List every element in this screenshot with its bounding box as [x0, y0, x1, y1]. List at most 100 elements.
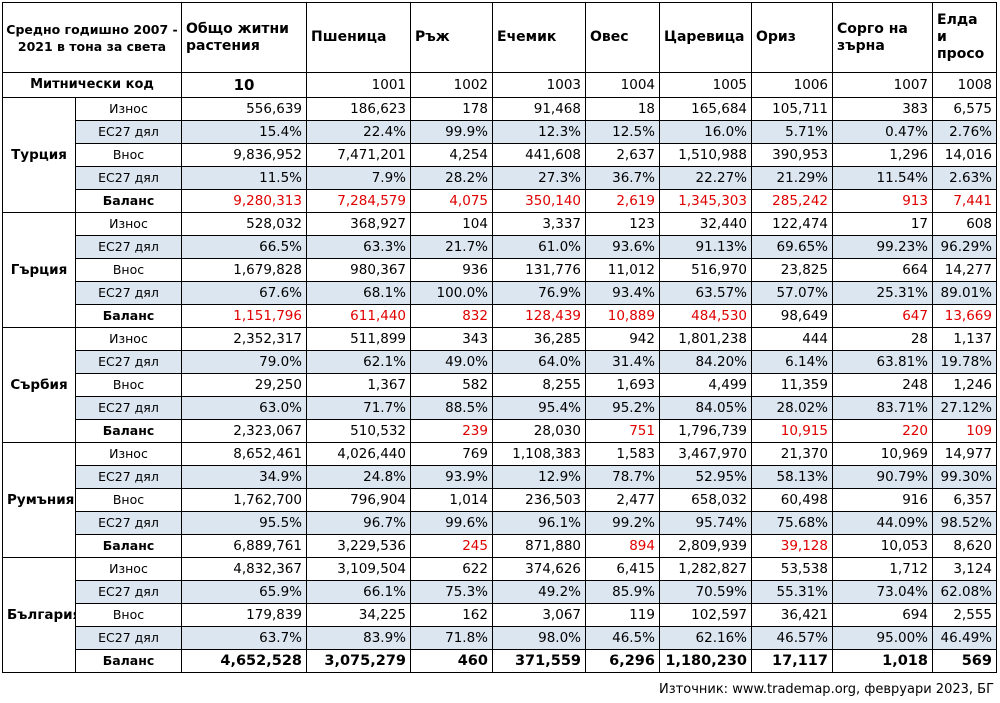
table-cell: 9,280,313: [181, 189, 307, 213]
table-row: Внос 179,839 34,225 162 3,067 119 102,597 36,42…: [3, 603, 997, 627]
table-row: Внос 1,762,700 796,904 1,014 236,503 2,477 658…: [3, 488, 997, 512]
table-cell: 4,254: [410, 143, 493, 167]
table-cell: 4,652,528: [181, 649, 307, 673]
table-row: България Износ 4,832,367 3,109,504 622 374,62…: [2, 557, 997, 673]
table-cell: 556,639: [181, 97, 307, 121]
table-cell: 350,140: [492, 189, 586, 213]
table-cell: 8,652,461: [181, 442, 307, 466]
table-cell: 913: [832, 189, 933, 213]
table-cell: 285,242: [751, 189, 833, 213]
table-cell: 4,499: [659, 373, 752, 397]
table-cell: 3,337: [492, 212, 586, 236]
table-cell: 61.0%: [492, 235, 586, 259]
table-cell: 622: [410, 557, 493, 581]
table-cell: 236,503: [492, 488, 586, 512]
table-cell: 105,711: [751, 97, 833, 121]
row-label: ЕС27 дял: [75, 580, 182, 604]
table-cell: 6,415: [585, 557, 660, 581]
table-cell: 17: [832, 212, 933, 236]
table-row: Внос 1,679,828 980,367 936 131,776 11,012 516,…: [3, 258, 997, 282]
table-cell: 3,075,279: [306, 649, 411, 673]
table-cell: 390,953: [751, 143, 833, 167]
customs-code-label: Митнически код: [2, 72, 182, 98]
row-label: ЕС27 дял: [75, 120, 182, 144]
row-label: Внос: [75, 143, 182, 167]
table-cell: 1,137: [932, 327, 997, 351]
table-row: Баланс 9,280,313 7,284,579 4,075 350,140 2,61…: [3, 189, 997, 213]
table-row: Баланс 1,151,796 611,440 832 128,439 10,889 48…: [3, 304, 997, 328]
table-cell: 76.9%: [492, 281, 586, 305]
table-cell: 15.4%: [181, 120, 307, 144]
table-row: Турция Износ 556,639 186,623 178 91,468 18 165,…: [2, 97, 997, 213]
row-label: Износ: [75, 97, 182, 121]
row-label: Баланс: [75, 649, 182, 673]
table-cell: 11.54%: [832, 166, 933, 190]
table-cell: 1,180,230: [659, 649, 752, 673]
table-cell: 0.47%: [832, 120, 933, 144]
table-cell: 796,904: [306, 488, 411, 512]
table-cell: 1,762,700: [181, 488, 307, 512]
table-cell: 102,597: [659, 603, 752, 627]
table-cell: 122,474: [751, 212, 833, 236]
table-cell: 1,693: [585, 373, 660, 397]
table-cell: 28: [832, 327, 933, 351]
table-cell: 21.29%: [751, 166, 833, 190]
table-cell: 21,370: [751, 442, 833, 466]
table-cell: 31.4%: [585, 350, 660, 374]
table-cell: 1,712: [832, 557, 933, 581]
table-cell: 1,018: [832, 649, 933, 673]
table-cell: 75.3%: [410, 580, 493, 604]
table-cell: 769: [410, 442, 493, 466]
row-label: ЕС27 дял: [75, 465, 182, 489]
table-cell: 60,498: [751, 488, 833, 512]
row-label: Баланс: [75, 304, 182, 328]
table-cell: 7,284,579: [306, 189, 411, 213]
table-row: Внос 29,250 1,367 582 8,255 1,693 4,499 11,359 2…: [3, 373, 997, 397]
table-cell: 1,345,303: [659, 189, 752, 213]
table-cell: 10,889: [585, 304, 660, 328]
table-cell: 8,255: [492, 373, 586, 397]
table-cell: 2.63%: [932, 166, 997, 190]
table-cell: 6,357: [932, 488, 997, 512]
table-cell: 17,117: [751, 649, 833, 673]
row-label: ЕС27 дял: [75, 235, 182, 259]
table-row: ЕС27 дял 79.0% 62.1% 49.0% 64.0% 31.4% 84.20% 6…: [3, 350, 997, 374]
table-cell: 21.7%: [410, 235, 493, 259]
table-cell: 95.74%: [659, 511, 752, 535]
table-cell: 23,825: [751, 258, 833, 282]
table-cell: 12.5%: [585, 120, 660, 144]
table-cell: 85.9%: [585, 580, 660, 604]
row-label: ЕС27 дял: [75, 166, 182, 190]
table-cell: 44.09%: [832, 511, 933, 535]
row-label: Внос: [75, 258, 182, 282]
table-cell: 27.3%: [492, 166, 586, 190]
table-cell: 162: [410, 603, 493, 627]
table-cell: 46.57%: [751, 626, 833, 650]
table-row: Баланс 4,652,528 3,075,279 460 371,559 6,296 1…: [3, 649, 997, 673]
table-cell: 28.02%: [751, 396, 833, 420]
table-cell: 1,108,383: [492, 442, 586, 466]
country-label: Сърбия: [2, 327, 76, 443]
table-cell: 65.9%: [181, 580, 307, 604]
customs-code: 1002: [410, 72, 493, 98]
table-cell: 4,075: [410, 189, 493, 213]
table-cell: 95.2%: [585, 396, 660, 420]
table-row: Баланс 6,889,761 3,229,536 245 871,880 894 2,8…: [3, 534, 997, 558]
table-cell: 2,809,939: [659, 534, 752, 558]
table-cell: 95.00%: [832, 626, 933, 650]
table-cell: 245: [410, 534, 493, 558]
table-cell: 916: [832, 488, 933, 512]
table-cell: 1,014: [410, 488, 493, 512]
table-cell: 582: [410, 373, 493, 397]
table-cell: 165,684: [659, 97, 752, 121]
table-cell: 84.20%: [659, 350, 752, 374]
customs-code: 1005: [659, 72, 752, 98]
table-row: ЕС27 дял 95.5% 96.7% 99.6% 96.1% 99.2% 95.74% 7…: [3, 511, 997, 535]
table-row: ЕС27 дял 63.0% 71.7% 88.5% 95.4% 95.2% 84.05% 2…: [3, 396, 997, 420]
table-cell: 62.08%: [932, 580, 997, 604]
table-cell: 36.7%: [585, 166, 660, 190]
table-row: Баланс 2,323,067 510,532 239 28,030 751 1,796,…: [3, 419, 997, 443]
table-cell: 6,889,761: [181, 534, 307, 558]
table-cell: 83.71%: [832, 396, 933, 420]
row-label: Износ: [75, 212, 182, 236]
